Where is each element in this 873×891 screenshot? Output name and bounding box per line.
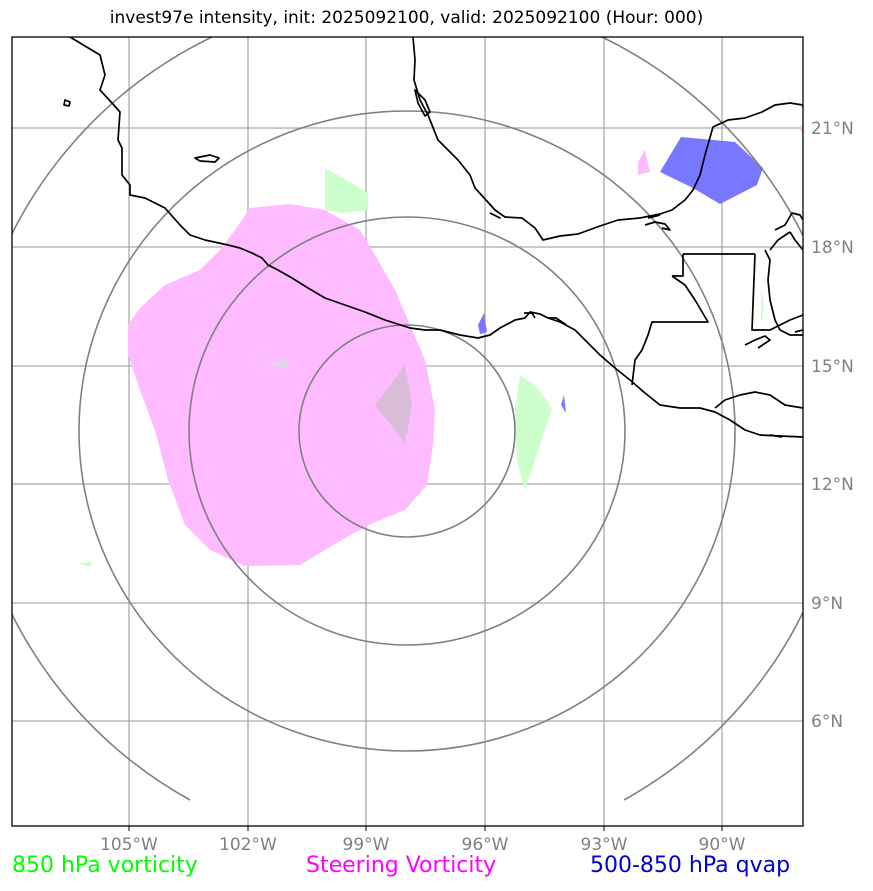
lat-label-21: 21°N [811, 119, 854, 139]
range-ring-middle [188, 216, 626, 646]
lat-label-6: 6°N [811, 712, 843, 732]
lon-label-99: 99°W [343, 835, 390, 855]
map-plot-area [12, 37, 803, 826]
lon-label-93: 93°W [581, 835, 628, 855]
lat-label-12: 12°N [811, 475, 854, 495]
legend-850-vorticity: 850 hPa vorticity [12, 853, 198, 878]
lat-label-15: 15°N [811, 357, 854, 377]
range-rings [12, 37, 803, 801]
vorticity-850-fill [78, 168, 764, 567]
lon-label-102: 102°W [219, 835, 277, 855]
legend-qvap: 500-850 hPa qvap [590, 853, 791, 878]
map-title: invest97e intensity, init: 2025092100, v… [109, 8, 704, 28]
qvap-fill [478, 137, 763, 413]
overlap-patch [375, 365, 412, 443]
lon-label-96: 96°W [462, 835, 509, 855]
latitude-labels: 21°N 18°N 15°N 12°N 9°N 6°N [811, 119, 854, 732]
tick-marks [128, 826, 723, 831]
lon-label-90: 90°W [699, 835, 746, 855]
lat-label-18: 18°N [811, 238, 854, 258]
lon-label-105: 105°W [100, 835, 158, 855]
overlap-patch-small [265, 358, 288, 368]
longitude-labels: 105°W 102°W 99°W 96°W 93°W 90°W [100, 835, 746, 855]
coastlines [63, 37, 803, 438]
range-ring-outer [78, 110, 736, 752]
legend-steering-vorticity: Steering Vorticity [306, 853, 497, 878]
steering-vorticity-fill [128, 124, 803, 566]
range-ring-inner [298, 324, 516, 538]
map-frame [11, 36, 804, 827]
lat-label-9: 9°N [811, 594, 843, 614]
